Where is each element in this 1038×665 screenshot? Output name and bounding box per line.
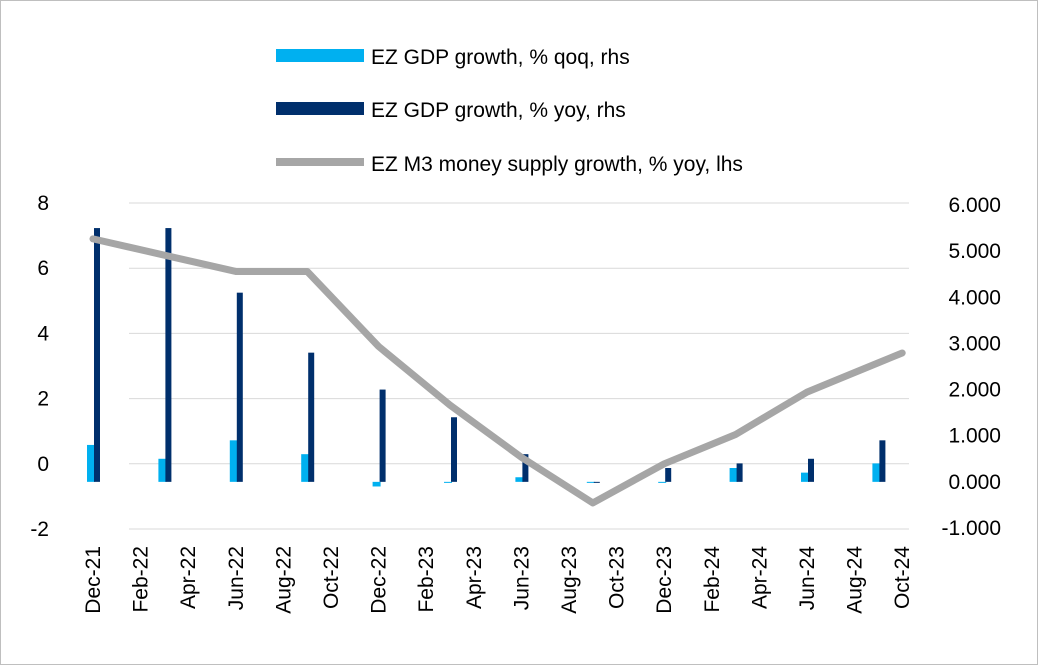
- bar-yoy: [522, 454, 529, 482]
- left-tick-label: -2: [30, 518, 49, 541]
- left-tick-label: 8: [37, 192, 49, 215]
- x-tick-label: Oct-22: [320, 546, 343, 609]
- legend-label-m3: EZ M3 money supply growth, % yoy, lhs: [371, 153, 743, 176]
- x-tick-label: Aug-24: [844, 546, 867, 614]
- bar-qoq: [872, 463, 881, 482]
- bar-yoy: [308, 352, 315, 482]
- left-tick-label: 6: [37, 257, 49, 280]
- right-tick-label: 2.000: [948, 379, 1001, 402]
- legend-item-m3: EZ M3 money supply growth, % yoy, lhs: [276, 153, 743, 176]
- x-tick-label: Dec-23: [653, 546, 676, 614]
- bar-qoq: [586, 481, 595, 483]
- left-axis-ticks: -2 0 2 4 6 8: [30, 192, 49, 541]
- x-tick-label: Feb-22: [130, 546, 153, 613]
- bar-yoy: [736, 463, 743, 482]
- x-tick-label: Apr-24: [748, 546, 771, 609]
- bar-yoy: [665, 468, 672, 482]
- bar-yoy: [94, 228, 100, 482]
- x-tick-label: Dec-21: [82, 546, 105, 614]
- x-tick-label: Oct-24: [891, 546, 914, 609]
- bar-qoq: [158, 458, 167, 482]
- x-tick-label: Apr-22: [177, 546, 200, 609]
- legend-swatch-yoy: [276, 102, 364, 115]
- line-m3: [89, 235, 906, 507]
- x-tick-label: Jun-22: [225, 546, 248, 610]
- legend: EZ GDP growth, % qoq, rhs EZ GDP growth,…: [276, 46, 743, 176]
- right-tick-label: 3.000: [948, 332, 1001, 355]
- x-tick-label: Apr-23: [463, 546, 486, 609]
- bar-qoq: [372, 481, 381, 487]
- right-tick-label: 1.000: [948, 425, 1001, 448]
- right-tick-label: 4.000: [948, 286, 1001, 309]
- bar-yoy: [451, 417, 457, 482]
- legend-item-yoy: EZ GDP growth, % yoy, rhs: [276, 99, 626, 122]
- x-tick-label: Aug-23: [558, 546, 581, 614]
- right-tick-label: 5.000: [948, 240, 1001, 263]
- x-tick-label: Feb-24: [701, 546, 724, 613]
- bar-yoy: [165, 228, 172, 482]
- line-layer: [89, 235, 906, 507]
- bar-qoq: [444, 481, 452, 483]
- x-tick-label: Jun-24: [796, 546, 819, 611]
- left-tick-label: 2: [37, 388, 49, 411]
- right-tick-label: 0.000: [948, 471, 1001, 494]
- bar-qoq: [801, 472, 809, 482]
- legend-label-yoy: EZ GDP growth, % yoy, rhs: [371, 99, 626, 122]
- bar-qoq: [87, 444, 95, 482]
- bar-qoq: [729, 468, 738, 482]
- bar-qoq: [658, 481, 667, 483]
- left-tick-label: 0: [37, 453, 49, 476]
- bars-layer: [87, 228, 886, 487]
- x-tick-label: Jun-23: [510, 546, 533, 610]
- legend-label-qoq: EZ GDP growth, % qoq, rhs: [371, 46, 630, 69]
- x-tick-label: Feb-23: [415, 546, 438, 613]
- bar-yoy: [236, 292, 243, 482]
- bar-qoq: [229, 440, 238, 482]
- right-tick-label: -1.000: [941, 517, 1001, 540]
- bar-qoq: [301, 454, 310, 482]
- legend-item-qoq: EZ GDP growth, % qoq, rhs: [276, 46, 630, 69]
- right-tick-label: 6.000: [948, 194, 1001, 217]
- bar-yoy: [808, 458, 814, 482]
- x-tick-label: Oct-23: [606, 546, 629, 609]
- x-tick-label: Aug-22: [272, 546, 295, 614]
- left-tick-label: 4: [37, 322, 49, 345]
- legend-swatch-qoq: [276, 49, 364, 62]
- x-tick-label: Dec-22: [368, 546, 391, 614]
- bar-yoy: [379, 389, 386, 482]
- bar-yoy: [593, 481, 600, 483]
- x-axis-ticks: Dec-21 Feb-22 Apr-22 Jun-22 Aug-22 Oct-22 Dec-…: [82, 546, 914, 614]
- right-axis-ticks: -1.000 0.000 1.000 2.000 3.000 4.000 5.000 6.00…: [941, 194, 1001, 540]
- bar-qoq: [515, 477, 524, 482]
- bar-yoy: [879, 440, 886, 482]
